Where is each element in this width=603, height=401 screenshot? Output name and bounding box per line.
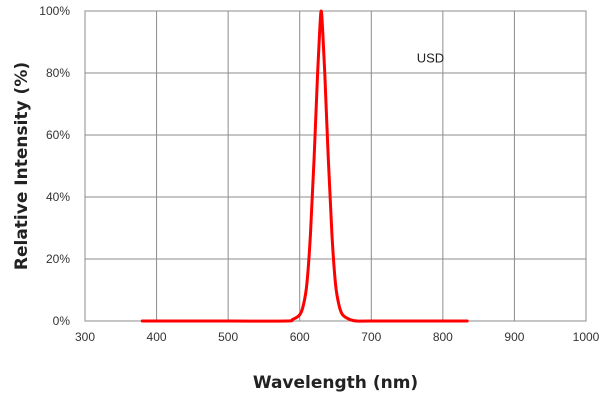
y-tick-label: 100% (39, 4, 70, 18)
y-tick-label: 80% (46, 66, 70, 80)
y-tick-label: 40% (46, 190, 70, 204)
grid (84, 10, 587, 322)
x-tick-label: 700 (361, 330, 381, 344)
y-tick-labels: 0% 20% 40% 60% 80% 100% (39, 4, 70, 328)
x-tick-label: 500 (218, 330, 238, 344)
x-tick-label: 600 (290, 330, 310, 344)
series-layer (140, 9, 469, 323)
x-tick-label: 900 (504, 330, 524, 344)
y-axis-title: Relative Intensity (%) (12, 62, 32, 270)
y-tick-label: 20% (46, 252, 70, 266)
x-tick-label: 1000 (573, 330, 600, 344)
x-tick-label: 300 (75, 330, 95, 344)
y-tick-label: 0% (53, 314, 71, 328)
x-axis-title: Wavelength (nm) (253, 373, 418, 393)
annotation-label: USD (417, 51, 444, 66)
x-tick-labels: 300 400 500 600 700 800 900 1000 (75, 330, 600, 344)
x-tick-label: 400 (147, 330, 167, 344)
plot-border (84, 10, 587, 322)
x-tick-label: 800 (433, 330, 453, 344)
y-tick-label: 60% (46, 128, 70, 142)
series-line (140, 9, 469, 323)
